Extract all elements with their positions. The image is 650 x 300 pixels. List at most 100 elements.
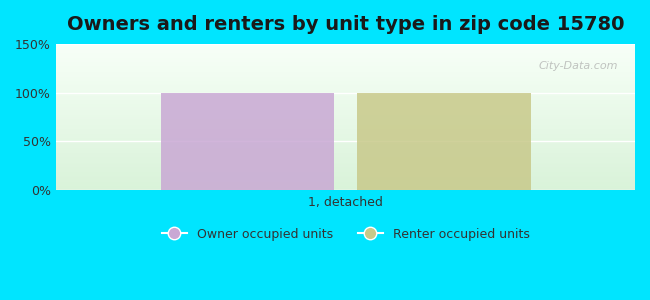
Bar — [57, 183, 650, 184]
Bar — [57, 47, 650, 48]
Bar — [57, 104, 650, 105]
Bar — [57, 149, 650, 151]
Bar — [57, 187, 650, 189]
Bar — [57, 180, 650, 182]
Bar — [57, 80, 650, 82]
Bar — [57, 72, 650, 73]
Bar — [57, 145, 650, 146]
Bar — [57, 172, 650, 174]
Bar — [57, 75, 650, 76]
Bar — [57, 186, 650, 187]
Bar — [57, 50, 650, 51]
Bar — [57, 112, 650, 114]
Bar — [57, 44, 650, 45]
Bar — [161, 93, 334, 190]
Bar — [57, 165, 650, 167]
Bar — [57, 152, 650, 154]
Bar — [57, 182, 650, 183]
Bar — [358, 93, 531, 190]
Bar — [57, 132, 650, 133]
Bar — [57, 63, 650, 64]
Bar — [57, 107, 650, 108]
Bar — [57, 64, 650, 66]
Bar — [57, 122, 650, 123]
Bar — [57, 126, 650, 127]
Bar — [57, 171, 650, 172]
Bar — [57, 124, 650, 126]
Bar — [57, 129, 650, 130]
Bar — [57, 167, 650, 168]
Bar — [57, 83, 650, 85]
Bar — [57, 114, 650, 116]
Bar — [57, 53, 650, 54]
Bar — [57, 100, 650, 101]
Bar — [57, 140, 650, 142]
Bar — [57, 177, 650, 178]
Bar — [57, 137, 650, 139]
Bar — [57, 77, 650, 79]
Text: City-Data.com: City-Data.com — [538, 61, 617, 71]
Bar — [57, 61, 650, 63]
Bar — [57, 168, 650, 170]
Bar — [57, 117, 650, 118]
Bar — [57, 174, 650, 176]
Bar — [57, 164, 650, 165]
Bar — [57, 82, 650, 83]
Bar — [57, 135, 650, 136]
Bar — [57, 98, 650, 100]
Bar — [57, 170, 650, 171]
Bar — [57, 69, 650, 70]
Bar — [57, 108, 650, 110]
Bar — [57, 79, 650, 80]
Bar — [57, 160, 650, 161]
Bar — [57, 130, 650, 132]
Bar — [57, 184, 650, 186]
Bar — [57, 116, 650, 117]
Bar — [57, 158, 650, 160]
Bar — [57, 142, 650, 143]
Bar — [57, 88, 650, 89]
Bar — [57, 146, 650, 148]
Bar — [57, 154, 650, 155]
Bar — [57, 176, 650, 177]
Bar — [57, 148, 650, 149]
Bar — [57, 73, 650, 75]
Bar — [57, 70, 650, 72]
Bar — [57, 102, 650, 104]
Bar — [57, 45, 650, 47]
Bar — [57, 92, 650, 94]
Bar — [57, 60, 650, 61]
Bar — [57, 58, 650, 60]
Bar — [57, 155, 650, 157]
Bar — [57, 51, 650, 53]
Bar — [57, 54, 650, 56]
Legend: Owner occupied units, Renter occupied units: Owner occupied units, Renter occupied un… — [157, 223, 535, 246]
Bar — [57, 67, 650, 69]
Bar — [57, 97, 650, 98]
Bar — [57, 89, 650, 91]
Bar — [57, 136, 650, 137]
Bar — [57, 133, 650, 135]
Bar — [57, 56, 650, 57]
Bar — [57, 162, 650, 164]
Bar — [57, 105, 650, 107]
Bar — [57, 151, 650, 152]
Bar — [57, 127, 650, 129]
Bar — [57, 118, 650, 120]
Bar — [57, 76, 650, 77]
Bar — [57, 161, 650, 162]
Bar — [57, 85, 650, 86]
Bar — [57, 143, 650, 145]
Bar — [57, 139, 650, 140]
Bar — [57, 91, 650, 92]
Bar — [57, 157, 650, 158]
Bar — [57, 110, 650, 111]
Bar — [57, 66, 650, 67]
Bar — [57, 95, 650, 97]
Bar — [57, 86, 650, 88]
Bar — [57, 101, 650, 102]
Title: Owners and renters by unit type in zip code 15780: Owners and renters by unit type in zip c… — [67, 15, 625, 34]
Bar — [57, 123, 650, 124]
Bar — [57, 189, 650, 190]
Bar — [57, 48, 650, 50]
